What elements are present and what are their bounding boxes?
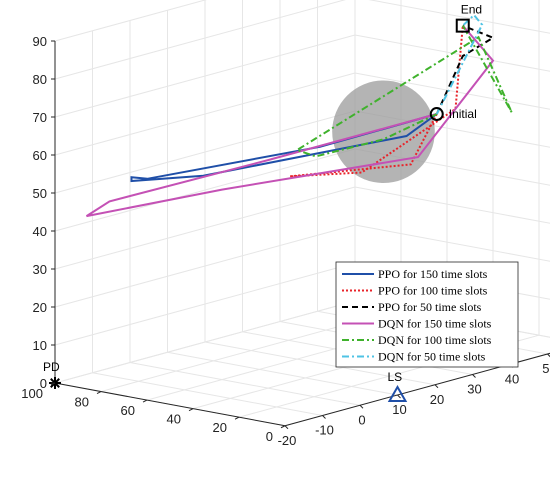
- gridline: [54, 148, 356, 232]
- gridline: [54, 0, 207, 42]
- series-line-3: [435, 24, 496, 115]
- gridline: [92, 372, 323, 416]
- legend-entry: DQN for 50 time slots: [342, 350, 486, 364]
- y-tick: [280, 425, 286, 429]
- gridline: [355, 0, 550, 2]
- y-tick: [188, 408, 194, 412]
- x-tick: [359, 404, 364, 409]
- legend-label: PPO for 50 time slots: [378, 300, 482, 314]
- marker-initial: Initial: [429, 107, 477, 122]
- y-tick: [142, 399, 148, 403]
- gridline: [54, 300, 356, 384]
- gridline: [368, 0, 550, 34]
- legend-entry: DQN for 100 time slots: [342, 333, 492, 347]
- y-tick: [234, 416, 240, 420]
- tick-layer: -20-100102030405060020406080100010203040…: [21, 34, 550, 448]
- gridline: [354, 34, 550, 72]
- y-tick-label: 80: [75, 395, 89, 410]
- legend-entry: PPO for 100 time slots: [342, 284, 488, 298]
- z-tick-label: 60: [33, 148, 47, 163]
- marker-label: LS: [388, 370, 403, 384]
- marker-shape: [387, 384, 408, 402]
- x-tick-label: 40: [505, 371, 519, 386]
- x-tick: [322, 415, 326, 419]
- gridline: [54, 186, 356, 270]
- series-line-4: [85, 24, 495, 218]
- y-tick-label: 100: [21, 386, 43, 401]
- y-tick-label: 60: [121, 403, 135, 418]
- legend-label: DQN for 50 time slots: [378, 350, 486, 364]
- coverage-sphere: [332, 80, 435, 184]
- gridline: [54, 262, 356, 346]
- z-tick-label: 10: [33, 338, 47, 353]
- z-tick-label: 20: [33, 300, 47, 315]
- marker-label: End: [461, 3, 482, 17]
- y-tick-label: 20: [213, 420, 227, 435]
- marker-layer: PD LS Initial End: [43, 3, 482, 402]
- gridline: [54, 110, 356, 194]
- gridline: [167, 351, 398, 396]
- sphere-layer: [332, 80, 435, 184]
- y-axis-line: [54, 382, 286, 427]
- legend: PPO for 150 time slots PPO for 100 time s…: [335, 261, 519, 368]
- x-tick: [547, 353, 550, 358]
- x-tick: [284, 425, 289, 430]
- legend-entry: DQN for 150 time slots: [342, 317, 492, 331]
- x-tick: [397, 394, 401, 399]
- x-tick: [434, 384, 439, 389]
- z-tick-label: 50: [33, 186, 47, 201]
- gridline: [204, 341, 436, 386]
- legend-box: [335, 261, 519, 368]
- legend-entry: PPO for 150 time slots: [342, 267, 488, 281]
- y-tick-label: 0: [266, 429, 273, 444]
- z-tick-label: 70: [33, 110, 47, 125]
- x-tick-label: -10: [315, 423, 334, 438]
- gridline: [129, 362, 361, 406]
- z-tick-label: 90: [33, 34, 47, 49]
- gridline: [54, 72, 356, 156]
- x-tick-label: 0: [358, 412, 365, 427]
- legend-entry: PPO for 50 time slots: [342, 300, 482, 314]
- legend-label: PPO for 100 time slots: [378, 284, 488, 298]
- gridline: [54, 0, 346, 80]
- legend-label: PPO for 150 time slots: [378, 267, 488, 281]
- marker-shape: [429, 107, 444, 122]
- series-line-2: [289, 25, 464, 178]
- x-tick-label: 20: [430, 392, 444, 407]
- marker-label: PD: [43, 360, 60, 374]
- gridline: [354, 72, 550, 110]
- gridline: [354, 186, 550, 224]
- marker-end: End: [455, 3, 482, 33]
- x-tick: [472, 374, 476, 378]
- x-tick-label: 30: [467, 382, 481, 397]
- legend-label: DQN for 150 time slots: [378, 317, 492, 331]
- marker-shape: [455, 18, 470, 33]
- z-tick-label: 80: [33, 72, 47, 87]
- gridline: [54, 224, 356, 308]
- z-tick-label: 40: [33, 224, 47, 239]
- marker-label: Initial: [449, 107, 477, 121]
- z-tick-label: 30: [33, 262, 47, 277]
- gridline: [54, 34, 356, 118]
- marker-ls: LS: [387, 370, 408, 402]
- x-tick-label: 50: [542, 361, 550, 376]
- y-tick: [96, 391, 102, 394]
- legend-label: DQN for 100 time slots: [378, 333, 492, 347]
- gridline: [354, 224, 550, 262]
- x-tick-label: -20: [278, 433, 297, 448]
- x-tick-label: 10: [392, 402, 406, 417]
- axes: [54, 41, 550, 427]
- y-tick-label: 40: [167, 412, 181, 427]
- z-tick-label: 0: [40, 376, 47, 391]
